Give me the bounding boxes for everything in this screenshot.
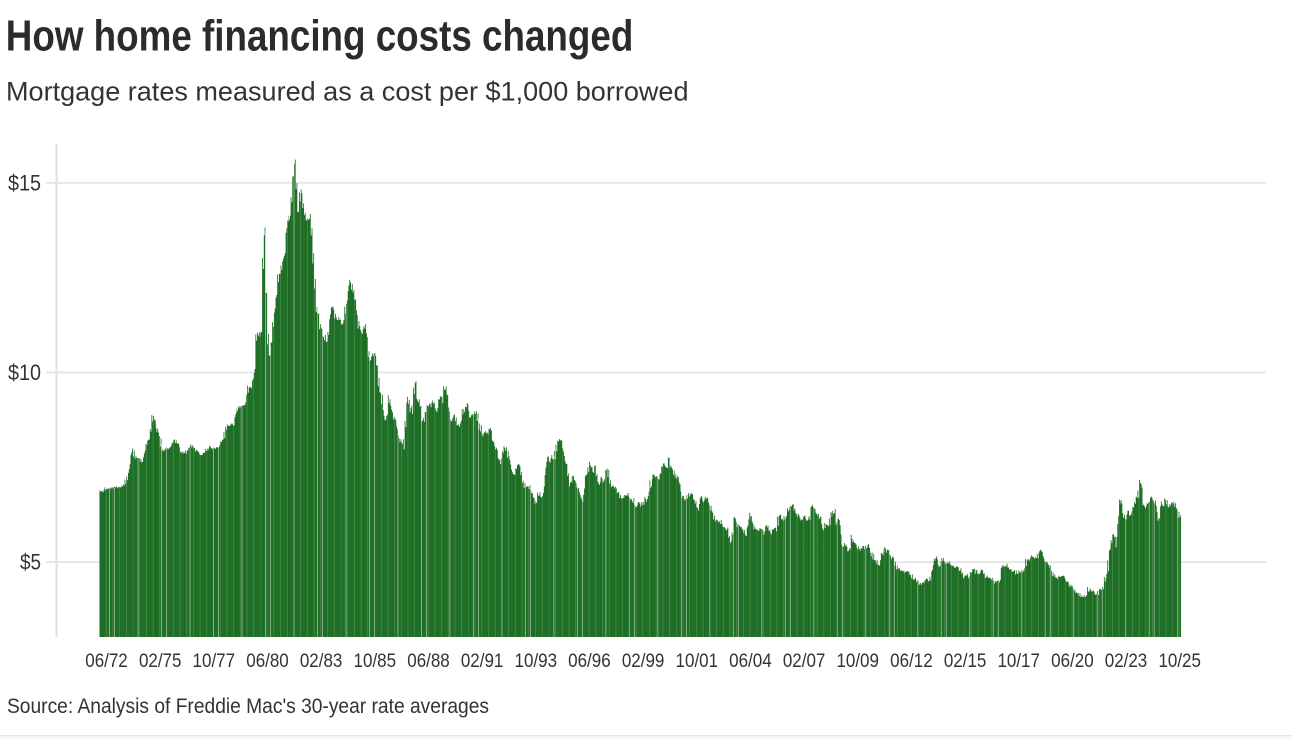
svg-text:02/23: 02/23 (1105, 651, 1148, 672)
svg-text:02/15: 02/15 (944, 651, 987, 672)
svg-text:$5: $5 (20, 550, 41, 575)
svg-text:10/01: 10/01 (676, 651, 719, 672)
svg-text:06/80: 06/80 (246, 651, 289, 672)
svg-text:06/12: 06/12 (890, 651, 933, 672)
svg-text:10/09: 10/09 (836, 651, 879, 672)
svg-text:Mortgage rates measured as a c: Mortgage rates measured as a cost per $1… (6, 77, 689, 107)
svg-text:06/72: 06/72 (85, 651, 128, 672)
svg-text:10/77: 10/77 (193, 651, 236, 672)
svg-text:Source: Analysis of Freddie Ma: Source: Analysis of Freddie Mac's 30-yea… (7, 695, 489, 718)
svg-text:06/04: 06/04 (729, 651, 772, 672)
svg-text:02/91: 02/91 (461, 651, 504, 672)
svg-text:06/20: 06/20 (1051, 651, 1094, 672)
svg-text:10/85: 10/85 (354, 651, 397, 672)
svg-text:06/96: 06/96 (568, 651, 611, 672)
svg-text:02/75: 02/75 (139, 651, 182, 672)
svg-text:$15: $15 (8, 170, 41, 195)
svg-text:02/99: 02/99 (622, 651, 665, 672)
svg-text:10/17: 10/17 (997, 651, 1040, 672)
svg-text:02/83: 02/83 (300, 651, 343, 672)
svg-text:06/88: 06/88 (407, 651, 450, 672)
svg-text:How home financing costs chang: How home financing costs changed (6, 11, 634, 60)
svg-text:10/93: 10/93 (515, 651, 558, 672)
svg-text:10/25: 10/25 (1158, 651, 1201, 672)
svg-text:$10: $10 (8, 360, 41, 385)
svg-text:02/07: 02/07 (783, 651, 826, 672)
